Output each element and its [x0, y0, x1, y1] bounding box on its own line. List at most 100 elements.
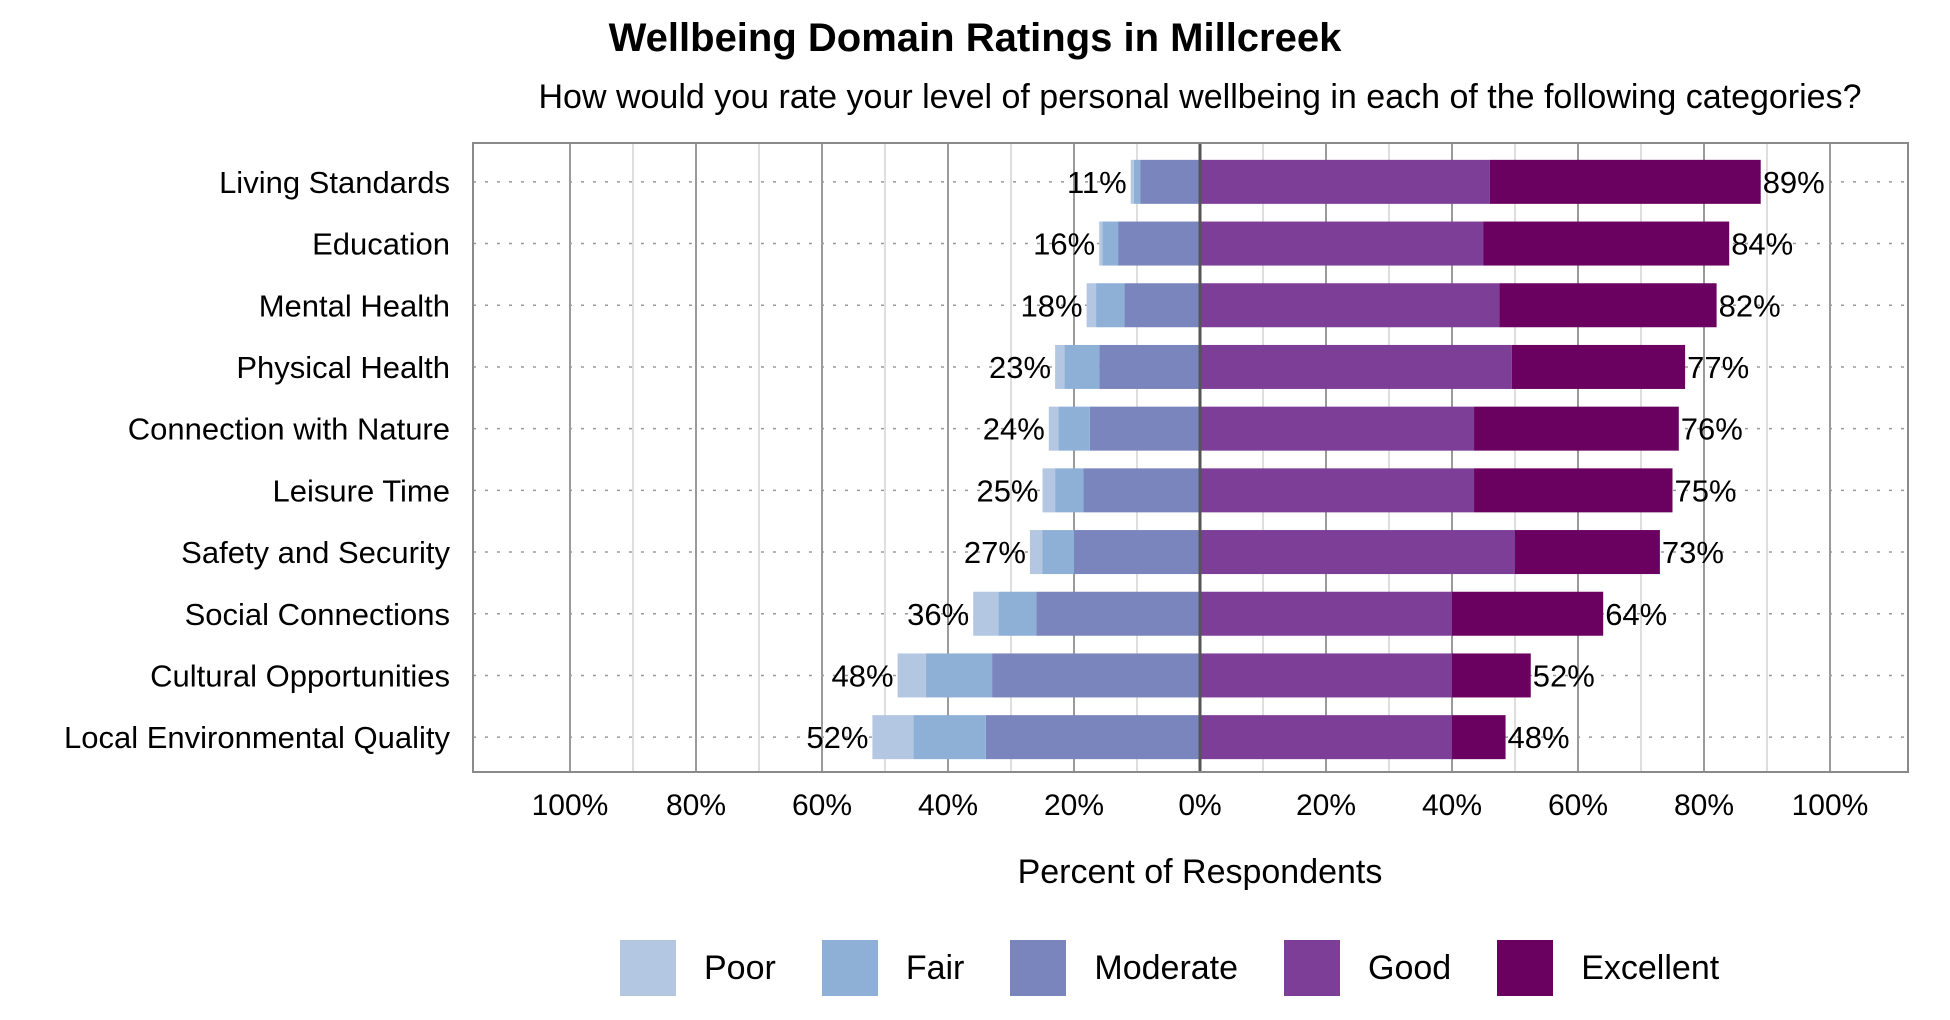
x-tick-label: 60% — [1548, 789, 1608, 822]
bar-poor — [1048, 406, 1059, 451]
bar-moderate — [1089, 406, 1200, 451]
x-tick-label: 40% — [918, 789, 978, 822]
x-tick-label: 60% — [792, 789, 852, 822]
chart-subtitle: How would you rate your level of persona… — [538, 78, 1862, 116]
bar-excellent — [1483, 221, 1730, 266]
bar-good — [1200, 221, 1484, 266]
bar-good — [1200, 283, 1500, 328]
plot-frame — [472, 142, 1909, 773]
bar-poor — [1029, 530, 1043, 575]
category-label: Cultural Opportunities — [150, 658, 450, 693]
bar-fair — [998, 591, 1037, 636]
negative-total-label: 18% — [1021, 288, 1083, 323]
category-label: Living Standards — [219, 165, 450, 200]
legend-label: Good — [1368, 948, 1452, 987]
bar-poor — [1099, 221, 1103, 266]
x-tick-label: 80% — [1674, 789, 1734, 822]
legend-label: Moderate — [1094, 948, 1239, 987]
positive-total-label: 77% — [1687, 350, 1749, 385]
negative-total-label: 24% — [983, 412, 1045, 447]
bar-excellent — [1511, 344, 1686, 389]
legend-label: Excellent — [1581, 948, 1720, 987]
positive-total-label: 75% — [1675, 473, 1737, 508]
positive-total-label: 89% — [1763, 165, 1825, 200]
chart-title: Wellbeing Domain Ratings in Millcreek — [608, 16, 1342, 60]
bar-excellent — [1499, 283, 1717, 328]
bar-fair — [1042, 530, 1074, 575]
legend: Poor Fair Moderate Good Excellent — [620, 940, 1765, 996]
legend-swatch — [1497, 940, 1554, 996]
bar-moderate — [1099, 344, 1200, 389]
bar-fair — [1055, 468, 1084, 513]
legend-label: Poor — [704, 948, 776, 987]
bars — [872, 159, 1761, 760]
bar-poor — [1042, 468, 1056, 513]
bar-good — [1200, 591, 1452, 636]
bar-excellent — [1452, 653, 1531, 698]
negative-total-label: 23% — [989, 350, 1051, 385]
bar-poor — [1055, 344, 1065, 389]
negative-total-label: 11% — [1067, 165, 1127, 200]
bar-fair — [1058, 406, 1090, 451]
bar-poor — [897, 653, 926, 698]
bar-good — [1200, 715, 1452, 760]
legend-item-good: Good — [1284, 940, 1451, 996]
category-label: Local Environmental Quality — [64, 720, 450, 755]
legend-swatch — [1010, 940, 1067, 996]
bar-good — [1200, 159, 1490, 204]
x-tick-label: 20% — [1296, 789, 1356, 822]
labels: 11% 89% Living Standards 16% 84% Education 18%… — [64, 165, 1868, 822]
bar-fair — [925, 653, 993, 698]
bar-fair — [1102, 221, 1119, 266]
positive-total-label: 76% — [1681, 412, 1743, 447]
x-tick-label: 40% — [1422, 789, 1482, 822]
x-tick-label: 20% — [1044, 789, 1104, 822]
positive-total-label: 64% — [1605, 597, 1667, 632]
legend-item-fair: Fair — [821, 940, 965, 996]
negative-total-label: 25% — [976, 473, 1038, 508]
category-label: Leisure Time — [273, 473, 450, 508]
bar-good — [1200, 406, 1475, 451]
negative-total-label: 27% — [964, 535, 1026, 570]
bar-fair — [1064, 344, 1100, 389]
bar-fair — [1133, 159, 1141, 204]
legend-swatch — [821, 940, 878, 996]
x-tick-label: 100% — [532, 789, 609, 822]
category-label: Education — [312, 227, 450, 262]
legend-item-excellent: Excellent — [1497, 940, 1719, 996]
x-tick-label: 0% — [1178, 789, 1221, 822]
bar-excellent — [1474, 406, 1679, 451]
category-label: Connection with Nature — [128, 412, 450, 447]
positive-total-label: 84% — [1731, 227, 1793, 262]
bar-excellent — [1452, 715, 1506, 760]
bar-moderate — [1083, 468, 1200, 513]
bar-poor — [872, 715, 914, 760]
bar-moderate — [985, 715, 1200, 760]
bar-good — [1200, 653, 1452, 698]
positive-total-label: 52% — [1533, 658, 1595, 693]
bar-excellent — [1452, 591, 1604, 636]
legend-label: Fair — [905, 948, 965, 987]
category-label: Physical Health — [236, 350, 450, 385]
x-axis-title: Percent of Respondents — [1018, 853, 1383, 891]
bar-good — [1200, 468, 1475, 513]
bar-poor — [973, 591, 999, 636]
bar-fair — [913, 715, 986, 760]
bar-poor — [1086, 283, 1097, 328]
x-tick-label: 100% — [1792, 789, 1869, 822]
category-label: Social Connections — [185, 597, 450, 632]
bar-poor — [1130, 159, 1134, 204]
legend-item-moderate: Moderate — [1010, 940, 1238, 996]
bar-moderate — [1118, 221, 1200, 266]
bar-moderate — [1074, 530, 1200, 575]
negative-total-label: 52% — [806, 720, 868, 755]
x-tick-label: 80% — [666, 789, 726, 822]
bar-moderate — [1036, 591, 1200, 636]
positive-total-label: 48% — [1508, 720, 1570, 755]
bar-moderate — [992, 653, 1200, 698]
bar-moderate — [1124, 283, 1200, 328]
legend-swatch — [620, 940, 676, 996]
bar-excellent — [1515, 530, 1660, 575]
bar-excellent — [1474, 468, 1673, 513]
